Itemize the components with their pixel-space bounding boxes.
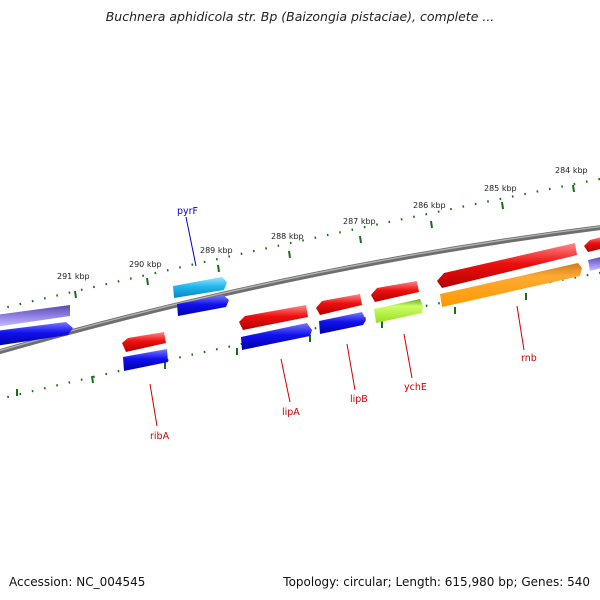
scale-label-288kbp: 288 kbp: [271, 232, 304, 241]
outer-scale-major-ticks: [74, 184, 575, 299]
inner-scale-major-ticks: [16, 293, 527, 396]
feature-pyrF-cyan: [173, 277, 227, 298]
reverse-strand-features: [122, 237, 600, 371]
scale-labels: 291 kbp 290 kbp 289 kbp 288 kbp 287 kbp …: [57, 166, 588, 281]
gene-label-pyrF: pyrF: [177, 206, 198, 217]
scale-label-284kbp: 284 kbp: [555, 166, 588, 175]
scale-label-287kbp: 287 kbp: [343, 217, 376, 226]
gene-label-ychE: ychE: [404, 382, 427, 393]
scale-label-291kbp: 291 kbp: [57, 272, 90, 281]
feature-lipB-blue: [319, 312, 366, 334]
feature-lipB-red: [316, 294, 362, 315]
feature-ribA-blue: [123, 349, 168, 371]
gene-label-rnb: rnb: [521, 353, 537, 364]
lipB-leader-line: [346, 343, 356, 391]
gene-leader-lines: [149, 216, 525, 427]
inner-scale: [0, 271, 600, 400]
gene-label-lipB: lipB: [350, 394, 368, 405]
genome-backbone: [0, 225, 600, 355]
feature-rnb-red: [437, 243, 577, 288]
gene-label-lipA: lipA: [282, 407, 300, 418]
feature-ychE-lime: [374, 299, 423, 323]
forward-strand-features: [0, 257, 600, 350]
map-title: Buchnera aphidicola str. Bp (Baizongia p…: [105, 9, 495, 24]
lipA-leader-line: [280, 358, 291, 403]
feature-rnb-orange: [440, 263, 582, 307]
gene-labels: pyrF ribA lipA lipB ychE rnb: [150, 206, 537, 442]
feature-ribA-red: [122, 332, 166, 352]
ychE-leader-line: [403, 333, 413, 379]
genome-summary-text: Topology: circular; Length: 615,980 bp; …: [283, 575, 590, 589]
scale-label-285kbp: 285 kbp: [484, 184, 517, 193]
feature-lipA-blue: [241, 323, 312, 350]
feature-blue-outer-left: [0, 322, 73, 346]
scale-label-290kbp: 290 kbp: [129, 260, 162, 269]
scale-label-289kbp: 289 kbp: [200, 246, 233, 255]
rnb-leader-line: [516, 305, 525, 351]
ribA-leader-line: [149, 383, 158, 427]
feature-ychE-red: [371, 281, 419, 302]
gene-label-ribA: ribA: [150, 431, 170, 442]
accession-text: Accession: NC_004545: [9, 575, 146, 589]
feature-blue-below-pyrF: [177, 295, 229, 316]
feature-red-right-edge: [584, 237, 600, 252]
pyrF-leader-line: [185, 216, 197, 267]
feature-lipA-red: [239, 305, 308, 330]
feature-purple-outer-left: [0, 305, 70, 327]
scale-label-286kbp: 286 kbp: [413, 201, 446, 210]
feature-purple-right-edge: [588, 257, 600, 271]
outer-scale: [0, 177, 600, 310]
